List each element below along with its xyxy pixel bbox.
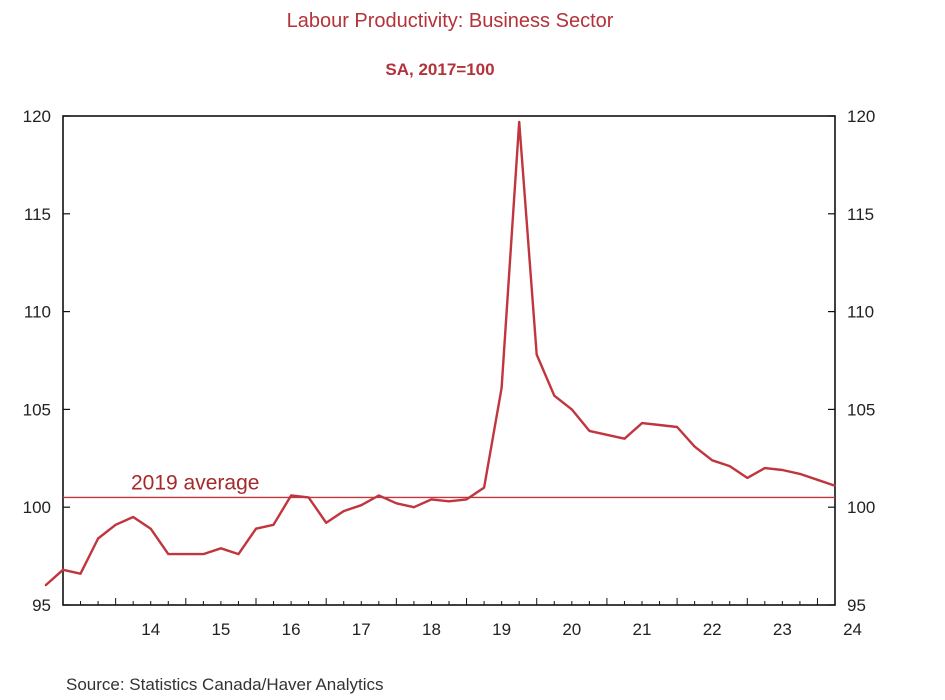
- data-point: [342, 510, 345, 512]
- x-tick-label: 18: [422, 620, 441, 639]
- data-point: [185, 553, 187, 555]
- y-tick-label-left: 120: [23, 107, 51, 126]
- data-point: [816, 479, 819, 481]
- data-point: [62, 569, 64, 571]
- y-tick-label-right: 115: [847, 205, 874, 224]
- data-point: [149, 527, 152, 530]
- data-point: [483, 486, 485, 489]
- data-point: [290, 494, 292, 497]
- data-point: [255, 527, 257, 530]
- y-tick-label-left: 95: [32, 596, 51, 615]
- data-point: [606, 434, 608, 436]
- x-tick-label: 23: [773, 620, 792, 639]
- x-tick-label: 17: [352, 620, 371, 639]
- data-point: [623, 437, 626, 440]
- data-point: [307, 496, 310, 499]
- x-tick-label: 20: [562, 620, 581, 639]
- data-point: [799, 473, 801, 475]
- data-point: [325, 522, 328, 524]
- data-point: [764, 467, 766, 469]
- x-tick-label: 16: [282, 620, 301, 639]
- x-tick-label: 24: [843, 620, 862, 639]
- y-tick-label-left: 115: [24, 205, 51, 224]
- x-tick-label: 21: [633, 620, 652, 639]
- data-point: [641, 422, 643, 424]
- data-point: [430, 498, 433, 501]
- data-point: [746, 477, 749, 479]
- source-note: Source: Statistics Canada/Haver Analytic…: [66, 675, 384, 694]
- data-point: [535, 353, 538, 356]
- data-point: [448, 500, 450, 503]
- data-point: [272, 524, 275, 526]
- y-tick-label-right: 100: [847, 498, 875, 517]
- data-point: [465, 498, 468, 501]
- data-point: [693, 445, 696, 448]
- data-point: [518, 121, 520, 123]
- data-point: [79, 572, 82, 575]
- series-line: [44, 120, 836, 587]
- chart-subtitle: SA, 2017=100: [385, 60, 495, 79]
- data-point: [44, 584, 47, 587]
- x-tick-label: 22: [703, 620, 722, 639]
- data-point: [114, 524, 117, 526]
- data-point: [658, 424, 661, 426]
- x-tick-label: 14: [141, 620, 160, 639]
- y-tick-label-right: 120: [847, 107, 875, 126]
- data-point: [834, 484, 836, 487]
- data-point: [500, 387, 503, 389]
- y-tick-label-right: 110: [847, 303, 874, 322]
- data-point: [711, 459, 713, 462]
- data-point: [676, 426, 678, 428]
- data-point: [553, 394, 556, 397]
- data-point: [132, 516, 134, 518]
- data-point: [588, 430, 591, 432]
- data-point: [571, 408, 573, 411]
- y-tick-label-left: 105: [23, 400, 51, 419]
- data-point: [781, 469, 784, 471]
- y-tick-label-left: 110: [24, 303, 51, 322]
- plot-frame: [62, 115, 836, 606]
- data-point: [395, 502, 398, 505]
- data-point: [378, 494, 380, 497]
- x-tick-label: 19: [492, 620, 511, 639]
- data-point: [728, 465, 731, 467]
- x-tick-label: 15: [211, 620, 230, 639]
- data-point: [202, 553, 205, 555]
- data-point: [167, 553, 170, 555]
- data-point: [97, 537, 99, 540]
- data-point: [220, 547, 222, 550]
- reference-line-label: 2019 average: [131, 471, 259, 494]
- y-tick-label-right: 105: [847, 400, 875, 419]
- y-tick-label-left: 100: [23, 498, 51, 517]
- y-tick-label-right: 95: [847, 596, 866, 615]
- data-point: [360, 504, 363, 507]
- data-point: [237, 553, 240, 555]
- chart-title: Labour Productivity: Business Sector: [286, 10, 614, 32]
- data-point: [413, 506, 415, 509]
